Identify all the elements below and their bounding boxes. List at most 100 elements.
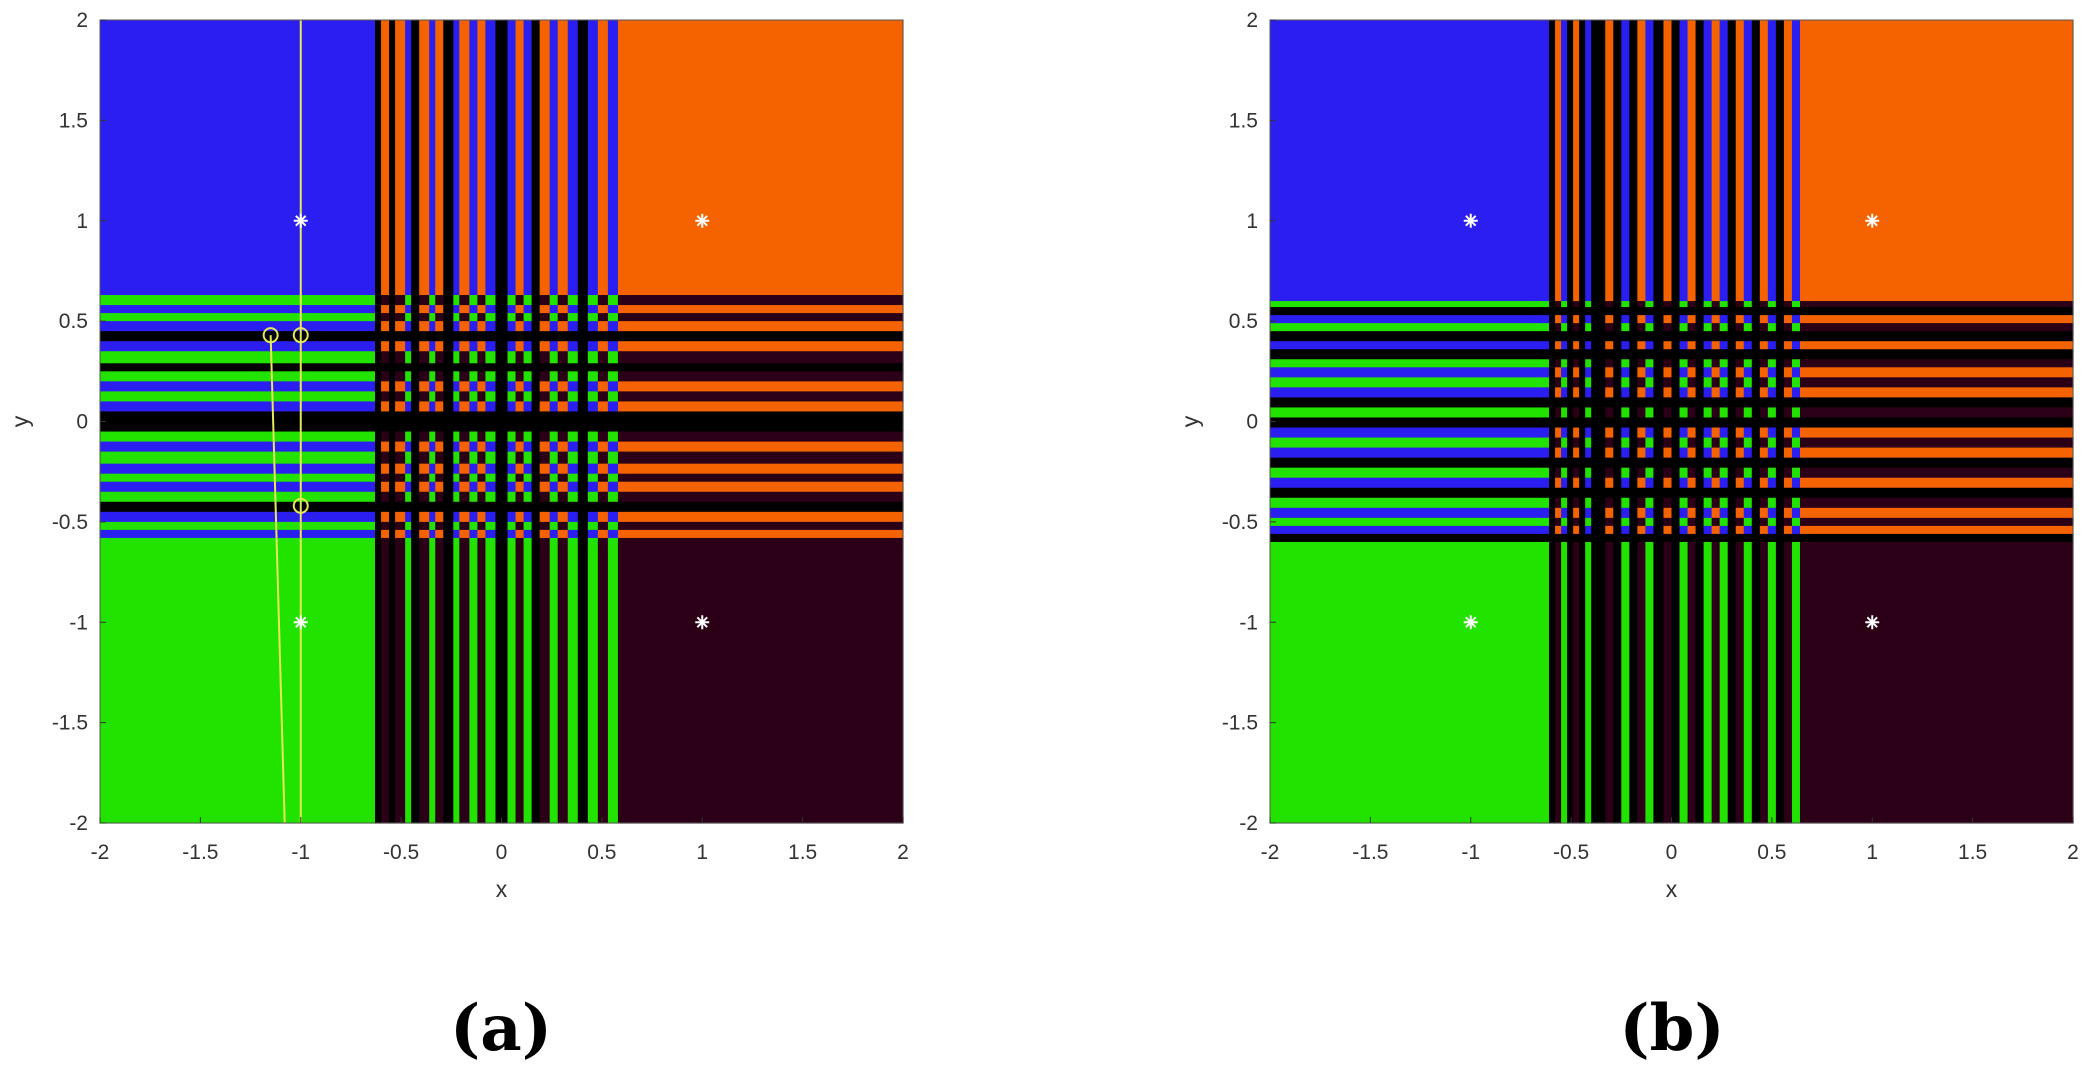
basin-cell — [587, 463, 599, 475]
basin-cell — [405, 381, 412, 392]
basin-cell — [1751, 533, 1761, 543]
basin-cell — [1605, 437, 1614, 449]
basin-cell — [1711, 387, 1721, 399]
basin-cell — [419, 473, 430, 483]
basin-cell — [411, 511, 420, 523]
basin-cell — [469, 521, 479, 531]
basin-cell — [607, 351, 619, 364]
basin-cell — [507, 491, 517, 503]
basin-cell — [1687, 307, 1697, 316]
basin-cell — [1573, 397, 1580, 409]
basin-cell — [627, 351, 904, 364]
basin-cell — [557, 547, 569, 824]
basin-cell — [1799, 367, 2074, 378]
basin-cell — [597, 391, 609, 403]
basin-cell — [389, 295, 396, 306]
basin-cell — [1727, 323, 1737, 332]
basin-cell — [1555, 359, 1562, 368]
basin-cell — [1695, 457, 1705, 469]
basin-cell — [1613, 407, 1622, 419]
basin-cell — [395, 401, 406, 413]
basin-cell — [389, 529, 396, 539]
basin-cell — [1687, 359, 1697, 368]
basin-cell — [1791, 293, 1801, 302]
basin-cell — [1791, 467, 1801, 479]
basin-cell — [1555, 349, 1562, 360]
basin-cell — [507, 511, 517, 523]
basin-cell — [1687, 497, 1697, 509]
basin-cell — [617, 381, 629, 392]
basin-cell — [523, 295, 533, 306]
basin-cell — [419, 501, 430, 513]
basin-cell — [1671, 549, 1681, 824]
basin-cell — [523, 441, 533, 453]
basin-cell — [1270, 387, 1544, 399]
basin-cell — [597, 521, 609, 531]
basin-cell — [1645, 437, 1655, 449]
basin-cell — [539, 313, 551, 322]
basin-cell — [1270, 293, 1544, 302]
basin-cell — [1613, 525, 1622, 535]
basin-cell — [1561, 387, 1568, 399]
basin-cell — [1270, 477, 1544, 489]
basin-cell — [1543, 407, 1550, 419]
basin-cell — [1663, 359, 1673, 368]
basin-cell — [1767, 447, 1777, 459]
basin-cell — [453, 371, 460, 382]
basin-cell — [453, 491, 460, 503]
basin-cell — [1679, 437, 1689, 449]
basin-cell — [1549, 437, 1556, 449]
basin-cell — [1621, 341, 1630, 350]
basin-cell — [549, 391, 559, 403]
basin-cell — [587, 411, 599, 423]
basin-cell — [523, 305, 533, 314]
basin-cell — [1585, 315, 1592, 324]
basin-cell — [100, 20, 376, 296]
basin-cell — [507, 411, 517, 423]
basin-cell — [495, 463, 509, 475]
basin-cell — [523, 481, 533, 493]
basin-cell — [515, 547, 525, 824]
basin-cell — [1727, 20, 1737, 294]
y-axis-label: y — [1177, 415, 1203, 427]
basin-cell — [607, 431, 619, 443]
basin-cell — [1591, 359, 1606, 368]
basin-cell — [1743, 315, 1753, 324]
basin-cell — [389, 401, 396, 413]
basin-cell — [1711, 323, 1721, 332]
basin-cell — [1585, 533, 1592, 543]
basin-cell — [459, 441, 470, 453]
basin-cell — [1653, 301, 1665, 308]
basin-cell — [567, 547, 579, 824]
basin-cell — [375, 20, 382, 296]
basin-cell — [1735, 407, 1745, 419]
basin-cell — [567, 341, 579, 352]
basin-cell — [429, 473, 436, 483]
basin-cell — [1719, 487, 1729, 499]
basin-cell — [381, 491, 390, 503]
basin-cell — [1751, 397, 1761, 409]
basin-cell — [1653, 407, 1665, 419]
basin-cell — [375, 401, 382, 413]
basin-cell — [1645, 377, 1655, 388]
basin-cell — [1561, 20, 1568, 294]
basin-cell — [1695, 387, 1705, 399]
basin-cell — [469, 511, 479, 523]
y-tick-label: -0.5 — [52, 511, 88, 534]
basin-cell — [419, 547, 430, 824]
basin-cell — [1671, 301, 1681, 308]
basin-cell — [1735, 517, 1745, 527]
basin-cell — [469, 381, 479, 392]
basin-cell — [485, 501, 497, 513]
basin-cell — [477, 501, 487, 513]
basin-cell — [1743, 517, 1753, 527]
basin-cell — [1637, 549, 1646, 824]
basin-cell — [1719, 331, 1729, 342]
basin-cell — [523, 501, 533, 513]
basin-cell — [539, 501, 551, 513]
basin-cell — [1671, 541, 1681, 551]
basin-cell — [1759, 377, 1769, 388]
basin-cell — [1555, 387, 1562, 399]
basin-cell — [1645, 477, 1655, 489]
basin-cell — [375, 451, 382, 465]
